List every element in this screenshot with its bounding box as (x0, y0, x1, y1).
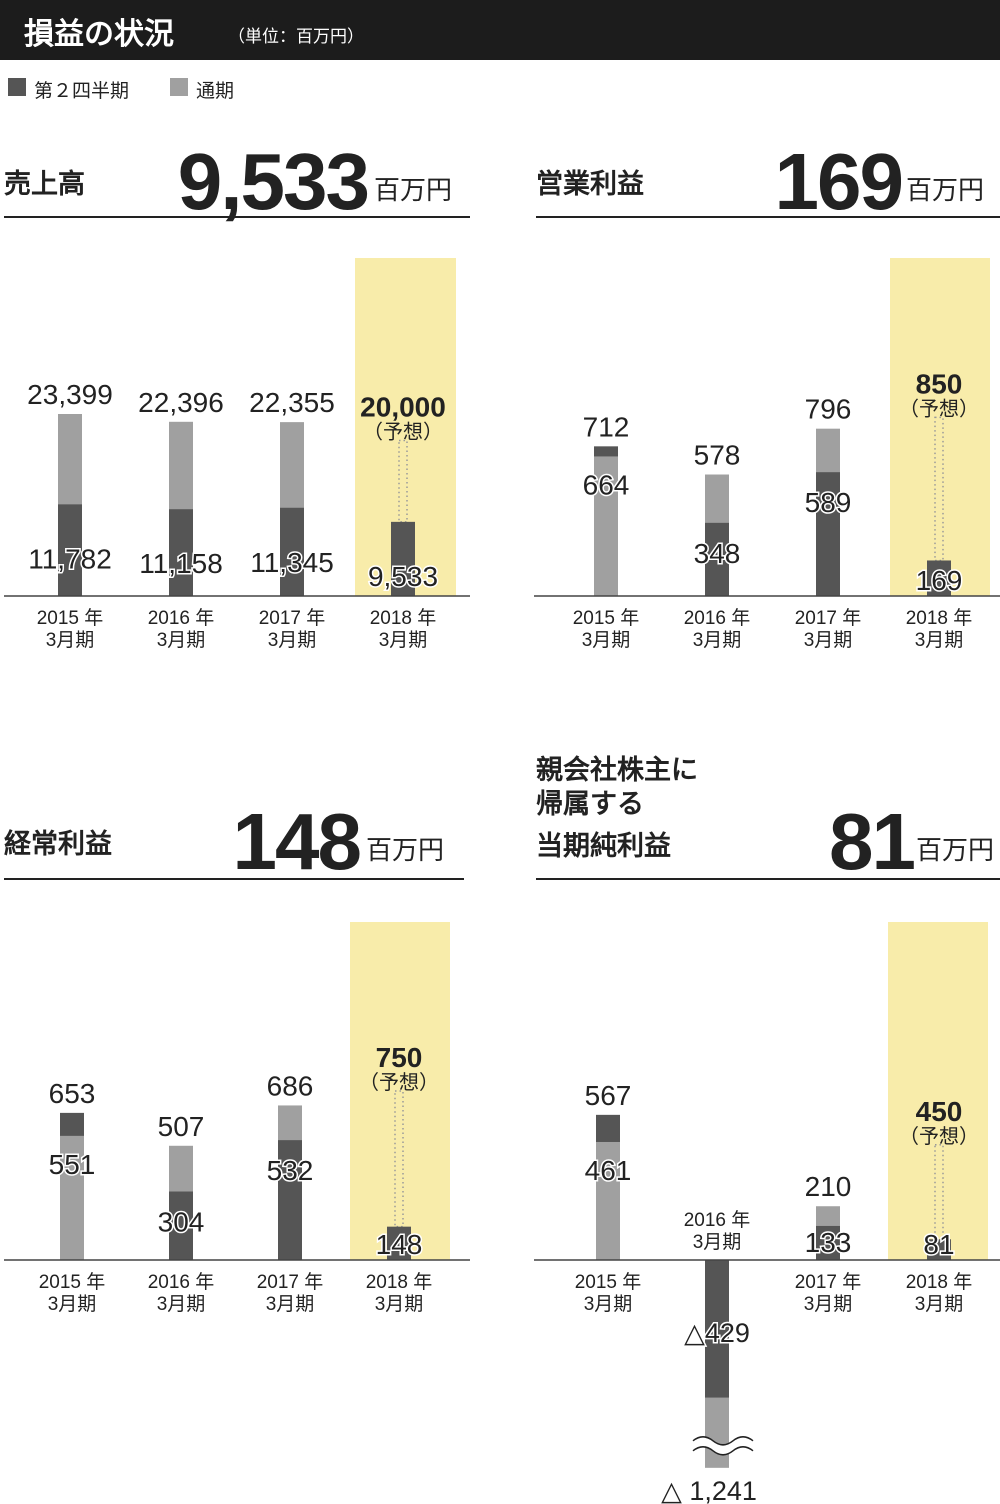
forecast-note: （予想） (899, 397, 979, 420)
legend-label-full: 通期 (196, 76, 234, 103)
data-label-inner: 133 (805, 1227, 852, 1258)
chart-panel-operating-income: 営業利益 169 百万円 712 664 2015 年 3月期 578 348 2016 年… (530, 130, 1000, 670)
data-label-full: 750 (376, 1042, 423, 1073)
data-label-inner: 589 (805, 487, 852, 518)
data-label-inner: 81 (923, 1229, 954, 1260)
data-label-full: 850 (916, 368, 963, 399)
category-label: 3月期 (268, 629, 317, 651)
data-label-top: 22,396 (138, 387, 224, 418)
data-label-top: 796 (805, 394, 852, 425)
category-label: 2016 年 (684, 607, 751, 629)
data-label-top: 653 (49, 1078, 96, 1109)
forecast-note: （予想） (899, 1125, 979, 1148)
category-label: 3月期 (157, 629, 206, 651)
data-label-top: 507 (158, 1111, 205, 1142)
page-title: 損益の状況 (24, 9, 174, 53)
data-label-top: 686 (267, 1070, 314, 1101)
data-label-inner: 664 (583, 469, 630, 500)
bar-full-negative (705, 1398, 729, 1468)
category-label: 3月期 (266, 1293, 315, 1315)
category-label: 2015 年 (39, 1271, 106, 1293)
data-label-inner: 9,533 (368, 561, 438, 592)
data-label-inner: 11,158 (139, 548, 223, 579)
category-label: 3月期 (379, 629, 428, 651)
data-label-inner: 11,345 (250, 547, 334, 578)
forecast-highlight (890, 258, 990, 596)
data-label-top: 567 (585, 1080, 632, 1111)
data-label-top: 23,399 (27, 379, 113, 410)
category-label: 2018 年 (366, 1271, 433, 1293)
data-label-top: 712 (583, 411, 630, 442)
category-label: 3月期 (48, 1293, 97, 1315)
forecast-note: （予想） (359, 1071, 439, 1094)
category-label: 2015 年 (37, 607, 104, 629)
data-label-top: 22,355 (249, 387, 335, 418)
category-label: 3月期 (693, 629, 742, 651)
data-label-full: 450 (916, 1096, 963, 1127)
category-label: 3月期 (693, 1231, 742, 1253)
category-label: 2016 年 (148, 607, 215, 629)
data-label-top: 210 (805, 1171, 852, 1202)
data-label-inner: 348 (694, 538, 741, 569)
chart-panel-sales: 売上高 9,533 百万円 23,399 11,782 2015 年 3月期 22,39… (0, 130, 480, 670)
category-label: 3月期 (804, 1293, 853, 1315)
forecast-note: （予想） (363, 420, 443, 443)
category-label: 2018 年 (906, 607, 973, 629)
data-label-inner: 148 (376, 1229, 423, 1260)
category-label: 2017 年 (257, 1271, 324, 1293)
data-label-inner: 304 (158, 1207, 205, 1238)
category-label: 3月期 (582, 629, 631, 651)
category-label: 2017 年 (795, 607, 862, 629)
data-label-inner: 532 (267, 1155, 314, 1186)
forecast-highlight (888, 922, 988, 1260)
category-label: 2015 年 (575, 1271, 642, 1293)
chart-panel-net-income: 親会社株主に 帰属する 当期純利益 81 百万円 567 461 2015 年 3月期… (530, 752, 1000, 1504)
page-header: 損益の状況 （単位：百万円） (0, 0, 1000, 60)
category-label: 2015 年 (573, 607, 640, 629)
category-label: 3月期 (375, 1293, 424, 1315)
category-label: 3月期 (584, 1293, 633, 1315)
data-label-inner: 169 (916, 565, 963, 596)
chart-panel-ordinary-income: 経常利益 148 百万円 653 551 2015 年 3月期 507 304 2016 年… (0, 790, 480, 1330)
category-label: 2016 年 (684, 1209, 751, 1231)
data-label-inner: 551 (49, 1149, 96, 1180)
category-label: 3月期 (804, 629, 853, 651)
category-label: 3月期 (915, 629, 964, 651)
data-label-top: 578 (694, 440, 741, 471)
legend-swatch-q2 (8, 78, 26, 96)
legend-swatch-full (170, 78, 188, 96)
category-label: 3月期 (157, 1293, 206, 1315)
category-label: 3月期 (46, 629, 95, 651)
category-label: 2017 年 (259, 607, 326, 629)
category-label: 2017 年 (795, 1271, 862, 1293)
data-label-q2-negative: △429 (684, 1318, 750, 1348)
data-label-inner: 11,782 (28, 543, 112, 574)
data-label-full: 20,000 (360, 391, 446, 422)
data-label-full-negative: △ 1,241 (661, 1476, 757, 1504)
legend-label-q2: 第２四半期 (34, 76, 129, 103)
category-label: 2016 年 (148, 1271, 215, 1293)
data-label-inner: 461 (585, 1155, 632, 1186)
category-label: 3月期 (915, 1293, 964, 1315)
category-label: 2018 年 (370, 607, 437, 629)
unit-note: （単位：百万円） (228, 22, 364, 47)
category-label: 2018 年 (906, 1271, 973, 1293)
